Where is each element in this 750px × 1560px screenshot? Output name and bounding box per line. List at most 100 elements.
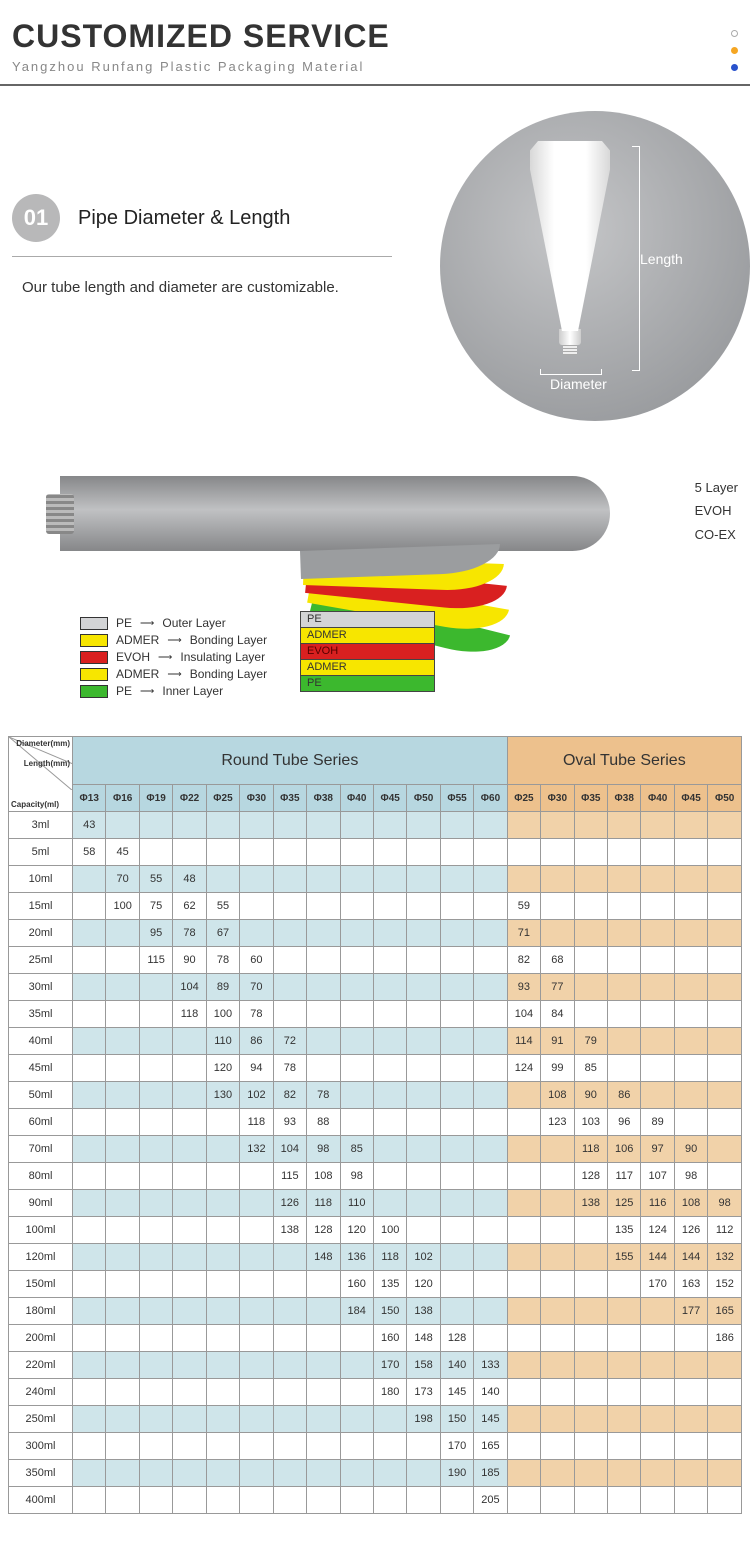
round-cell xyxy=(440,1109,473,1136)
oval-cell xyxy=(608,1487,641,1514)
round-cell xyxy=(273,920,306,947)
oval-cell xyxy=(574,947,607,974)
round-cell xyxy=(373,1163,406,1190)
oval-series-header: Oval Tube Series xyxy=(507,737,741,785)
oval-cell xyxy=(708,947,742,974)
round-cell xyxy=(173,1271,206,1298)
oval-cell xyxy=(541,866,574,893)
oval-cell xyxy=(708,1028,742,1055)
oval-cell xyxy=(674,1379,707,1406)
oval-cell xyxy=(507,1433,540,1460)
round-cell xyxy=(139,1082,172,1109)
round-cell xyxy=(440,1055,473,1082)
round-cell xyxy=(106,1460,139,1487)
round-cell xyxy=(206,1406,239,1433)
round-cell xyxy=(106,1136,139,1163)
round-cell xyxy=(139,974,172,1001)
oval-cell xyxy=(574,1487,607,1514)
round-cell xyxy=(173,1082,206,1109)
legend-name: ADMER xyxy=(116,633,159,647)
round-cell xyxy=(73,1109,106,1136)
round-cell xyxy=(474,1325,507,1352)
round-cell: 48 xyxy=(173,866,206,893)
oval-cell: 163 xyxy=(674,1271,707,1298)
round-cell: 132 xyxy=(240,1136,273,1163)
oval-cell xyxy=(541,920,574,947)
round-cell xyxy=(106,1109,139,1136)
capacity-cell: 70ml xyxy=(9,1136,73,1163)
section-layers: 5 Layer EVOH CO-EX PE ADMER EVOH ADMER P… xyxy=(0,416,750,736)
round-cell xyxy=(139,839,172,866)
round-cell xyxy=(73,1325,106,1352)
round-cell xyxy=(474,947,507,974)
round-cell xyxy=(173,1406,206,1433)
diameter-header: Φ45 xyxy=(373,785,406,812)
round-cell xyxy=(73,1433,106,1460)
round-cell xyxy=(173,1055,206,1082)
oval-cell xyxy=(708,812,742,839)
round-cell xyxy=(139,1433,172,1460)
oval-cell xyxy=(507,1244,540,1271)
capacity-cell: 60ml xyxy=(9,1109,73,1136)
oval-cell xyxy=(507,1406,540,1433)
round-cell: 190 xyxy=(440,1460,473,1487)
round-cell xyxy=(440,1271,473,1298)
oval-cell xyxy=(641,1487,674,1514)
round-cell: 150 xyxy=(440,1406,473,1433)
round-cell xyxy=(474,1028,507,1055)
oval-cell xyxy=(608,1433,641,1460)
round-cell xyxy=(307,1325,340,1352)
round-cell xyxy=(474,839,507,866)
round-cell xyxy=(106,1217,139,1244)
legend-row: PE ⟶ Inner Layer xyxy=(80,684,267,698)
round-cell xyxy=(440,947,473,974)
round-cell xyxy=(273,974,306,1001)
round-cell xyxy=(139,1406,172,1433)
oval-cell: 135 xyxy=(608,1217,641,1244)
oval-cell xyxy=(507,1325,540,1352)
table-row: 20ml95786771 xyxy=(9,920,742,947)
oval-cell xyxy=(708,1055,742,1082)
table-row: 35ml1181007810484 xyxy=(9,1001,742,1028)
legend-name: PE xyxy=(116,616,132,630)
round-cell: 160 xyxy=(340,1271,373,1298)
oval-cell xyxy=(541,1487,574,1514)
round-cell xyxy=(440,920,473,947)
section-diameter-length: Length Diameter 01 Pipe Diameter & Lengt… xyxy=(0,86,750,416)
table-row: 400ml205 xyxy=(9,1487,742,1514)
round-cell xyxy=(139,1271,172,1298)
round-cell xyxy=(73,1082,106,1109)
table-row: 30ml10489709377 xyxy=(9,974,742,1001)
round-cell: 78 xyxy=(173,920,206,947)
oval-cell xyxy=(507,1190,540,1217)
oval-cell: 79 xyxy=(574,1028,607,1055)
round-cell xyxy=(106,1244,139,1271)
dot-icon xyxy=(731,47,738,54)
round-cell: 55 xyxy=(139,866,172,893)
oval-cell xyxy=(674,1109,707,1136)
oval-cell xyxy=(507,1136,540,1163)
section-number-badge: 01 xyxy=(12,194,60,242)
round-cell xyxy=(440,1244,473,1271)
oval-cell: 123 xyxy=(541,1109,574,1136)
section-heading-row: 01 Pipe Diameter & Length xyxy=(12,194,392,257)
round-cell xyxy=(106,1163,139,1190)
round-cell xyxy=(340,1325,373,1352)
round-cell xyxy=(106,1352,139,1379)
oval-cell: 112 xyxy=(708,1217,742,1244)
diameter-header: Φ35 xyxy=(273,785,306,812)
round-cell: 86 xyxy=(240,1028,273,1055)
round-cell xyxy=(307,920,340,947)
oval-cell xyxy=(674,947,707,974)
round-cell: 100 xyxy=(206,1001,239,1028)
round-cell: 98 xyxy=(307,1136,340,1163)
capacity-cell: 5ml xyxy=(9,839,73,866)
round-cell xyxy=(273,866,306,893)
round-cell xyxy=(206,839,239,866)
oval-cell xyxy=(574,1352,607,1379)
round-cell: 170 xyxy=(373,1352,406,1379)
oval-cell xyxy=(541,1325,574,1352)
round-cell xyxy=(139,1487,172,1514)
round-cell xyxy=(173,1217,206,1244)
round-cell xyxy=(173,1028,206,1055)
